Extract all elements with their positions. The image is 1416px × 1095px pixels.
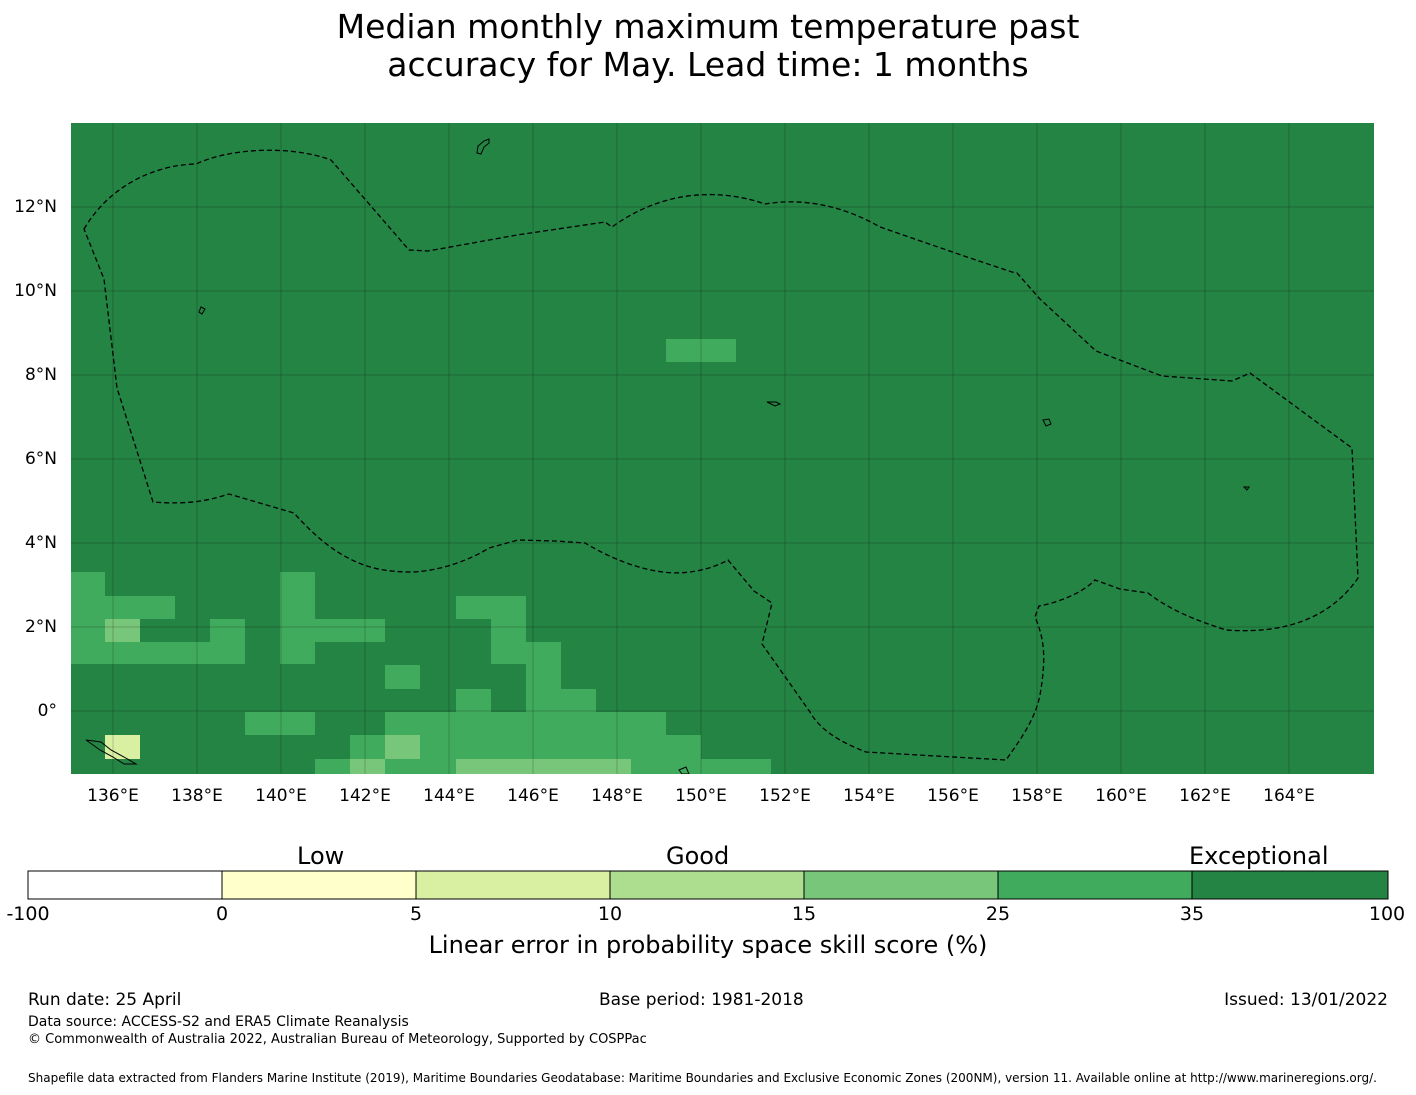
skill-cell — [315, 619, 385, 642]
title-line-1: Median monthly maximum temperature past — [336, 7, 1080, 46]
title-line-2: accuracy for May. Lead time: 1 months — [387, 45, 1029, 84]
map-gridlines — [71, 123, 1374, 774]
lat-label: 2°N — [25, 617, 57, 637]
lat-label: 12°N — [14, 197, 57, 217]
lon-label: 140°E — [255, 786, 307, 806]
skill-cell — [526, 642, 561, 689]
skill-cell — [105, 735, 140, 759]
legend-swatch — [221, 870, 417, 900]
legend-tick-label: 35 — [1180, 903, 1204, 925]
lon-label: 136°E — [87, 786, 139, 806]
skill-cell — [456, 596, 526, 619]
lat-label: 8°N — [25, 365, 57, 385]
issued-date: Issued: 13/01/2022 — [1224, 990, 1388, 1010]
legend-tick-label: -100 — [6, 903, 49, 925]
legend-swatch — [1191, 870, 1389, 900]
lon-label: 150°E — [675, 786, 727, 806]
legend-tick-label: 100 — [1369, 903, 1405, 925]
legend-ticks: -100 0 5 10 15 25 35 100 — [6, 903, 1405, 925]
skill-cell — [491, 619, 526, 664]
lon-label: 148°E — [591, 786, 643, 806]
legend-swatch — [27, 870, 223, 900]
skill-cell — [105, 642, 245, 664]
legend-category-good: Good — [666, 842, 730, 870]
legend-swatch — [415, 870, 611, 900]
legend-tick-label: 10 — [598, 903, 622, 925]
lon-label: 152°E — [759, 786, 811, 806]
skill-cell — [385, 665, 420, 689]
skill-cell — [105, 619, 140, 642]
lon-label: 142°E — [339, 786, 391, 806]
lon-label: 158°E — [1011, 786, 1063, 806]
lat-label: 4°N — [25, 533, 57, 553]
skill-cell — [385, 712, 666, 735]
island-kosrae — [1242, 486, 1250, 491]
legend-category-low: Low — [297, 842, 345, 870]
island-pohnpei — [1042, 418, 1052, 427]
legend-tick-label: 15 — [792, 903, 816, 925]
legend-title: Linear error in probability space skill … — [428, 931, 988, 959]
island-new-ireland — [678, 766, 690, 774]
lon-label: 164°E — [1263, 786, 1315, 806]
shapefile-credit: Shapefile data extracted from Flanders M… — [28, 1071, 1377, 1085]
eez-boundary — [83, 149, 1359, 761]
legend-tick-label: 0 — [216, 903, 228, 925]
lat-label: 10°N — [14, 281, 57, 301]
lon-label: 138°E — [171, 786, 223, 806]
legend-swatch — [609, 870, 805, 900]
lon-label: 154°E — [843, 786, 895, 806]
lat-label: 6°N — [25, 449, 57, 469]
lon-label: 160°E — [1095, 786, 1147, 806]
data-source: Data source: ACCESS-S2 and ERA5 Climate … — [28, 1014, 409, 1030]
skill-cell — [245, 712, 315, 735]
map-background — [71, 123, 1374, 774]
skill-cell — [280, 572, 315, 664]
legend-swatch — [997, 870, 1193, 900]
island-new-guinea-west — [85, 739, 138, 765]
eez-boundary-path — [83, 149, 1359, 761]
legend-category-exceptional: Exceptional — [1189, 842, 1329, 870]
island-chuuk — [766, 401, 782, 407]
skill-cells — [71, 339, 771, 774]
coastlines — [85, 138, 1250, 774]
skill-cell — [526, 689, 596, 712]
legend-tick-label: 5 — [410, 903, 422, 925]
skill-cell — [666, 339, 736, 362]
lon-label: 162°E — [1179, 786, 1231, 806]
skill-cell — [71, 572, 105, 664]
lon-labels: 136°E 138°E 140°E 142°E 144°E 146°E 148°… — [87, 786, 1315, 806]
copyright: © Commonwealth of Australia 2022, Austra… — [28, 1032, 647, 1047]
lon-label: 156°E — [927, 786, 979, 806]
lat-labels: 12°N 10°N 8°N 6°N 4°N 2°N 0° — [14, 197, 57, 721]
legend-tick-label: 25 — [986, 903, 1010, 925]
run-date: Run date: 25 April — [28, 990, 182, 1010]
island-palau — [198, 306, 206, 315]
base-period: Base period: 1981-2018 — [599, 990, 804, 1010]
skill-cell — [210, 619, 245, 642]
skill-cell — [105, 596, 175, 619]
island-guam — [476, 138, 490, 155]
skill-cell — [456, 689, 491, 712]
lon-label: 146°E — [507, 786, 559, 806]
skill-cell — [456, 759, 631, 774]
skill-cell — [350, 759, 385, 774]
lon-label: 144°E — [423, 786, 475, 806]
legend-colorbar — [27, 870, 1389, 900]
skill-cell — [385, 735, 420, 759]
legend-swatch — [803, 870, 999, 900]
lat-label: 0° — [38, 701, 57, 721]
